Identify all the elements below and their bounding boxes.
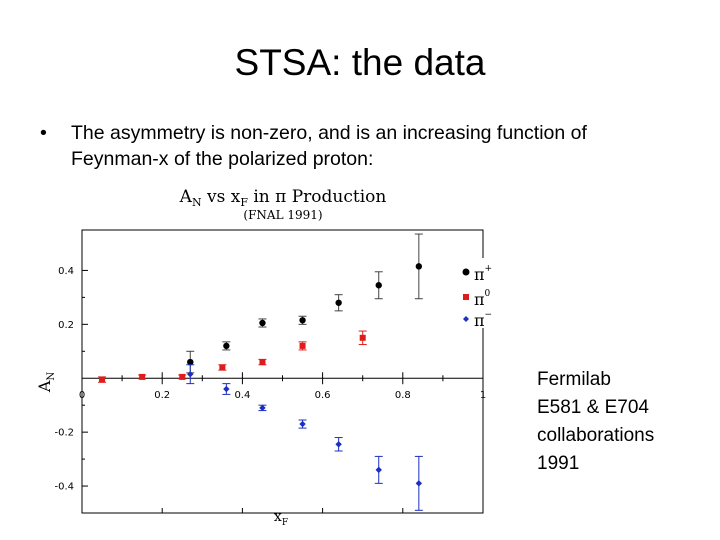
note-line: collaborations xyxy=(537,425,655,446)
x-tick-label: 1 xyxy=(480,390,486,401)
data-point-pi-plus xyxy=(223,342,230,350)
data-point-pi-minus xyxy=(299,420,306,428)
x-tick-label: 0.4 xyxy=(234,390,250,401)
data-point-pi-zero xyxy=(299,342,306,349)
data-point-pi-plus xyxy=(187,358,194,366)
y-tick-label: -0.4 xyxy=(54,482,74,493)
plot-frame xyxy=(81,229,484,514)
x-tick-label: 0.2 xyxy=(154,390,170,401)
data-point-pi-minus xyxy=(259,404,266,412)
data-point-pi-zero xyxy=(179,373,186,380)
collaboration-note: Fermilab E581 & E704 collaborations 1991 xyxy=(537,366,654,478)
data-point-pi-zero xyxy=(259,359,266,366)
chart-subtitle: (FNAL 1991) xyxy=(243,208,322,222)
note-line: 1991 xyxy=(537,453,580,474)
data-point-pi-zero xyxy=(99,376,106,383)
y-tick-label: 0.2 xyxy=(58,320,74,331)
data-point-pi-zero xyxy=(359,334,366,341)
slide-title: STSA: the data xyxy=(234,42,486,83)
chart-title: AN vs xF in π Production xyxy=(179,187,387,209)
data-point-pi-minus xyxy=(375,466,382,474)
y-tick-label: -0.2 xyxy=(54,428,74,439)
data-point-pi-plus xyxy=(259,319,266,327)
data-point-pi-plus xyxy=(335,299,342,306)
x-tick-label: 0.6 xyxy=(315,390,331,401)
legend-label-pi-zero: π0 xyxy=(474,289,491,309)
legend: π+ π0 π− xyxy=(454,258,492,330)
x-tick-label: 0 xyxy=(79,390,85,401)
legend-label-pi-plus: π+ xyxy=(474,264,492,284)
bullet-text: The asymmetry is non-zero, and is an inc… xyxy=(71,122,587,170)
x-axis-label: xF xyxy=(274,509,288,528)
data-point-pi-plus xyxy=(299,317,306,324)
data-point-pi-minus xyxy=(335,441,342,448)
data-point-pi-zero xyxy=(219,364,226,371)
y-tick-label: 0.4 xyxy=(58,266,74,277)
legend-marker-pi-minus xyxy=(463,316,469,322)
legend-marker-pi-plus xyxy=(462,268,470,276)
note-line: E581 & E704 xyxy=(537,397,649,418)
note-line: Fermilab xyxy=(537,369,611,390)
y-axis-label: AN xyxy=(35,372,57,394)
data-point-pi-zero xyxy=(139,373,146,380)
data-point-pi-minus xyxy=(415,480,423,487)
bullet-dot: • xyxy=(40,122,47,144)
legend-box xyxy=(454,258,484,328)
data-point-pi-plus xyxy=(375,282,382,289)
data-point-pi-plus xyxy=(415,263,423,270)
x-tick-label: 0.8 xyxy=(395,390,411,401)
data-point-pi-minus xyxy=(187,370,194,378)
data-point-pi-minus xyxy=(223,385,230,393)
legend-marker-pi-zero xyxy=(463,294,469,300)
legend-label-pi-minus: π− xyxy=(474,310,492,330)
